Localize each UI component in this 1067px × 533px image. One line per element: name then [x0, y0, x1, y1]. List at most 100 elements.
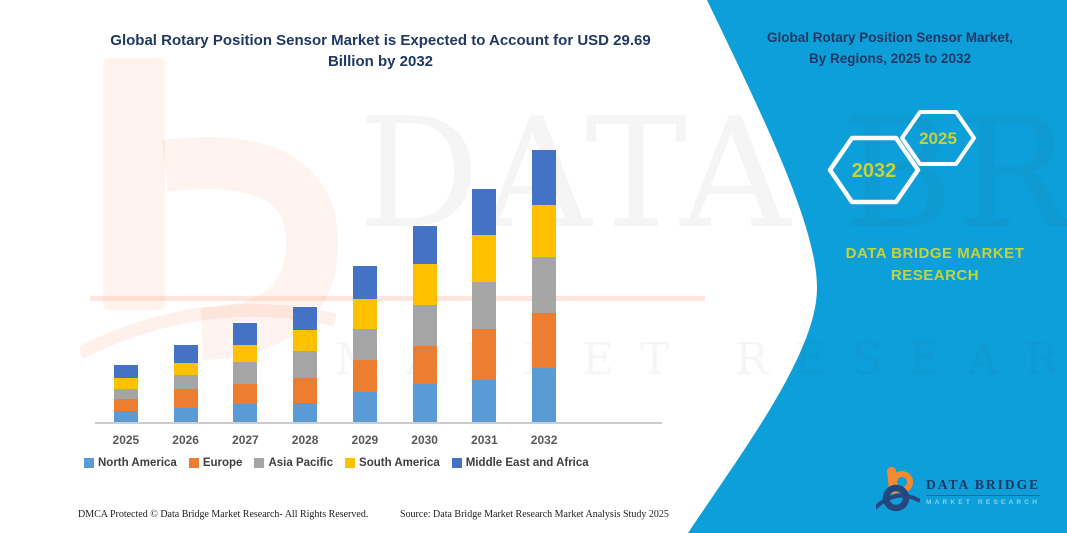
footer-copyright: DMCA Protected © Data Bridge Market Rese… — [78, 509, 369, 520]
bar-segment-north-america — [352, 391, 377, 423]
x-axis-label-2027: 2027 — [232, 433, 259, 447]
bar-segment-middle-east-and-africa — [532, 149, 557, 206]
bar-segment-middle-east-and-africa — [173, 344, 198, 364]
panel-title: Global Rotary Position Sensor Market, By… — [725, 27, 1055, 69]
bar-segment-asia-pacific — [233, 362, 258, 385]
panel-title-line2: By Regions, 2025 to 2032 — [808, 51, 972, 66]
x-axis-label-2029: 2029 — [351, 433, 379, 447]
bar-segment-asia-pacific — [293, 351, 318, 379]
decorative-band — [90, 296, 705, 301]
x-axis-label-2026: 2026 — [172, 433, 199, 447]
bar-segment-europe — [532, 312, 557, 368]
legend-item-middle-east-and-africa: Middle East and Africa — [451, 457, 589, 469]
bar-segment-south-america — [293, 330, 318, 352]
x-axis-label-2028: 2028 — [291, 433, 319, 447]
bar-stack-2029 — [352, 265, 377, 423]
bar-stack-2026 — [173, 344, 198, 423]
x-axis-label-2030: 2030 — [411, 433, 438, 447]
bar-stack-2032 — [532, 149, 557, 423]
legend: North America Europe Asia Pacific South Ame… — [84, 457, 589, 469]
bar-segment-south-america — [173, 363, 198, 376]
company-logo-divider — [926, 494, 1041, 496]
bar-stack-2030 — [412, 226, 437, 423]
bar-segment-asia-pacific — [113, 389, 138, 400]
bar-column-2028: 2028 — [275, 138, 335, 449]
x-axis-line — [95, 422, 662, 424]
bar-segment-north-america — [472, 379, 497, 423]
bar-segment-middle-east-and-africa — [293, 307, 318, 331]
bar-segment-middle-east-and-africa — [412, 226, 437, 265]
bar-column-2030: 2030 — [395, 138, 455, 449]
bar-segment-europe — [293, 378, 318, 403]
bar-segment-south-america — [412, 264, 437, 306]
hexagon-2025-label: 2025 — [919, 129, 957, 148]
bar-segment-middle-east-and-africa — [352, 265, 377, 299]
bar-segment-europe — [352, 360, 377, 392]
legend-swatch-north-america — [84, 458, 94, 468]
bar-stack-2025 — [113, 365, 138, 423]
company-logo-icon — [876, 466, 920, 512]
bar-stack-2028 — [293, 307, 318, 423]
bar-column-2029: 2029 — [335, 138, 395, 449]
bar-segment-south-america — [472, 235, 497, 283]
panel-brand-text: DATA BRIDGE MARKET RESEARCH — [845, 245, 1025, 284]
bar-segment-south-america — [352, 298, 377, 330]
bar-segment-north-america — [293, 402, 318, 423]
legend-swatch-asia-pacific — [254, 458, 265, 468]
bar-segment-south-america — [113, 378, 138, 390]
bar-segment-asia-pacific — [352, 329, 377, 361]
bar-segment-south-america — [233, 344, 258, 363]
hexagon-badges: 2032 2025 — [827, 110, 976, 205]
bar-segment-asia-pacific — [412, 305, 437, 346]
bar-segment-asia-pacific — [532, 256, 557, 313]
bar-column-2027: 2027 — [216, 138, 276, 449]
bar-segment-north-america — [412, 384, 437, 423]
company-logo-text: DATA BRIDGE MARKET RESEARCH — [926, 476, 1041, 506]
bar-segment-europe — [113, 399, 138, 412]
bar-stack-2027 — [233, 322, 258, 423]
bar-segment-europe — [233, 384, 258, 404]
bar-segment-south-america — [532, 205, 557, 257]
company-logo-name: DATA BRIDGE — [926, 476, 1041, 492]
bar-column-2032: 2032 — [514, 138, 574, 449]
legend-item-asia-pacific: Asia Pacific — [254, 457, 333, 469]
bar-segment-north-america — [173, 408, 198, 423]
legend-swatch-europe — [188, 458, 199, 468]
hexagon-2032 — [827, 135, 921, 205]
panel-title-line1: Global Rotary Position Sensor Market, — [766, 30, 1014, 45]
company-logo-subtitle: MARKET RESEARCH — [926, 498, 1041, 506]
chart-title-line2: Billion by 2032 — [327, 53, 434, 70]
legend-label-south-america: South America — [359, 457, 440, 469]
plot-area: 2025 2026 2027 2028 2029 2030 2031 2032 — [96, 138, 574, 449]
bar-segment-middle-east-and-africa — [233, 322, 258, 345]
x-axis-label-2032: 2032 — [530, 433, 558, 447]
bar-segment-middle-east-and-africa — [472, 189, 497, 236]
x-axis-label-2025: 2025 — [112, 433, 140, 447]
company-logo: DATA BRIDGE MARKET RESEARCH — [876, 461, 1051, 521]
legend-label-north-america: North America — [98, 457, 177, 469]
hexagon-2032-label: 2032 — [852, 160, 897, 182]
bar-column-2026: 2026 — [156, 138, 216, 449]
chart-title: Global Rotary Position Sensor Market is … — [63, 30, 698, 72]
bar-segment-europe — [173, 389, 198, 409]
bar-segment-middle-east-and-africa — [113, 365, 138, 379]
bar-segment-asia-pacific — [173, 375, 198, 390]
legend-swatch-middle-east-and-africa — [451, 458, 462, 468]
legend-label-middle-east-and-africa: Middle East and Africa — [465, 457, 589, 469]
bar-segment-north-america — [113, 411, 138, 423]
legend-item-south-america: South America — [345, 457, 440, 469]
legend-swatch-south-america — [345, 458, 356, 468]
bar-column-2025: 2025 — [96, 138, 156, 449]
chart-title-line1: Global Rotary Position Sensor Market is … — [110, 32, 651, 49]
x-axis-label-2031: 2031 — [471, 433, 498, 447]
legend-item-europe: Europe — [188, 457, 242, 469]
bar-segment-north-america — [233, 403, 258, 423]
bar-segment-europe — [472, 329, 497, 380]
bar-segment-europe — [412, 345, 437, 385]
bar-segment-asia-pacific — [472, 282, 497, 330]
footer-source: Source: Data Bridge Market Research Mark… — [400, 509, 669, 520]
bar-stack-2031 — [472, 189, 497, 423]
hexagon-2025 — [900, 110, 976, 166]
legend-label-asia-pacific: Asia Pacific — [268, 457, 334, 469]
